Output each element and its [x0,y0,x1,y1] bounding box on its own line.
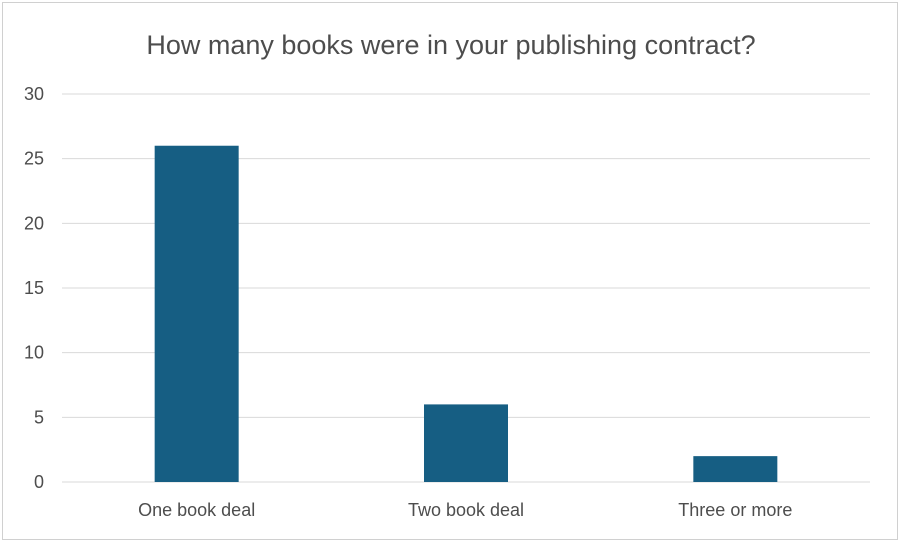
y-tick-label: 20 [24,213,44,233]
y-tick-label: 0 [34,472,44,492]
chart-title: How many books were in your publishing c… [146,30,755,60]
y-tick-label: 5 [34,407,44,427]
x-category-label: Three or more [678,500,792,520]
y-tick-label: 25 [24,149,44,169]
y-axis-ticks: 0 5 10 15 20 25 30 [24,84,44,492]
y-tick-label: 15 [24,278,44,298]
bars [154,145,778,482]
y-tick-label: 10 [24,343,44,363]
x-axis-labels: One book deal Two book deal Three or more [138,500,792,520]
x-category-label: Two book deal [408,500,524,520]
bar [154,145,239,482]
x-category-label: One book deal [138,500,255,520]
bar [693,456,778,482]
y-tick-label: 30 [24,84,44,104]
bar [424,404,508,482]
